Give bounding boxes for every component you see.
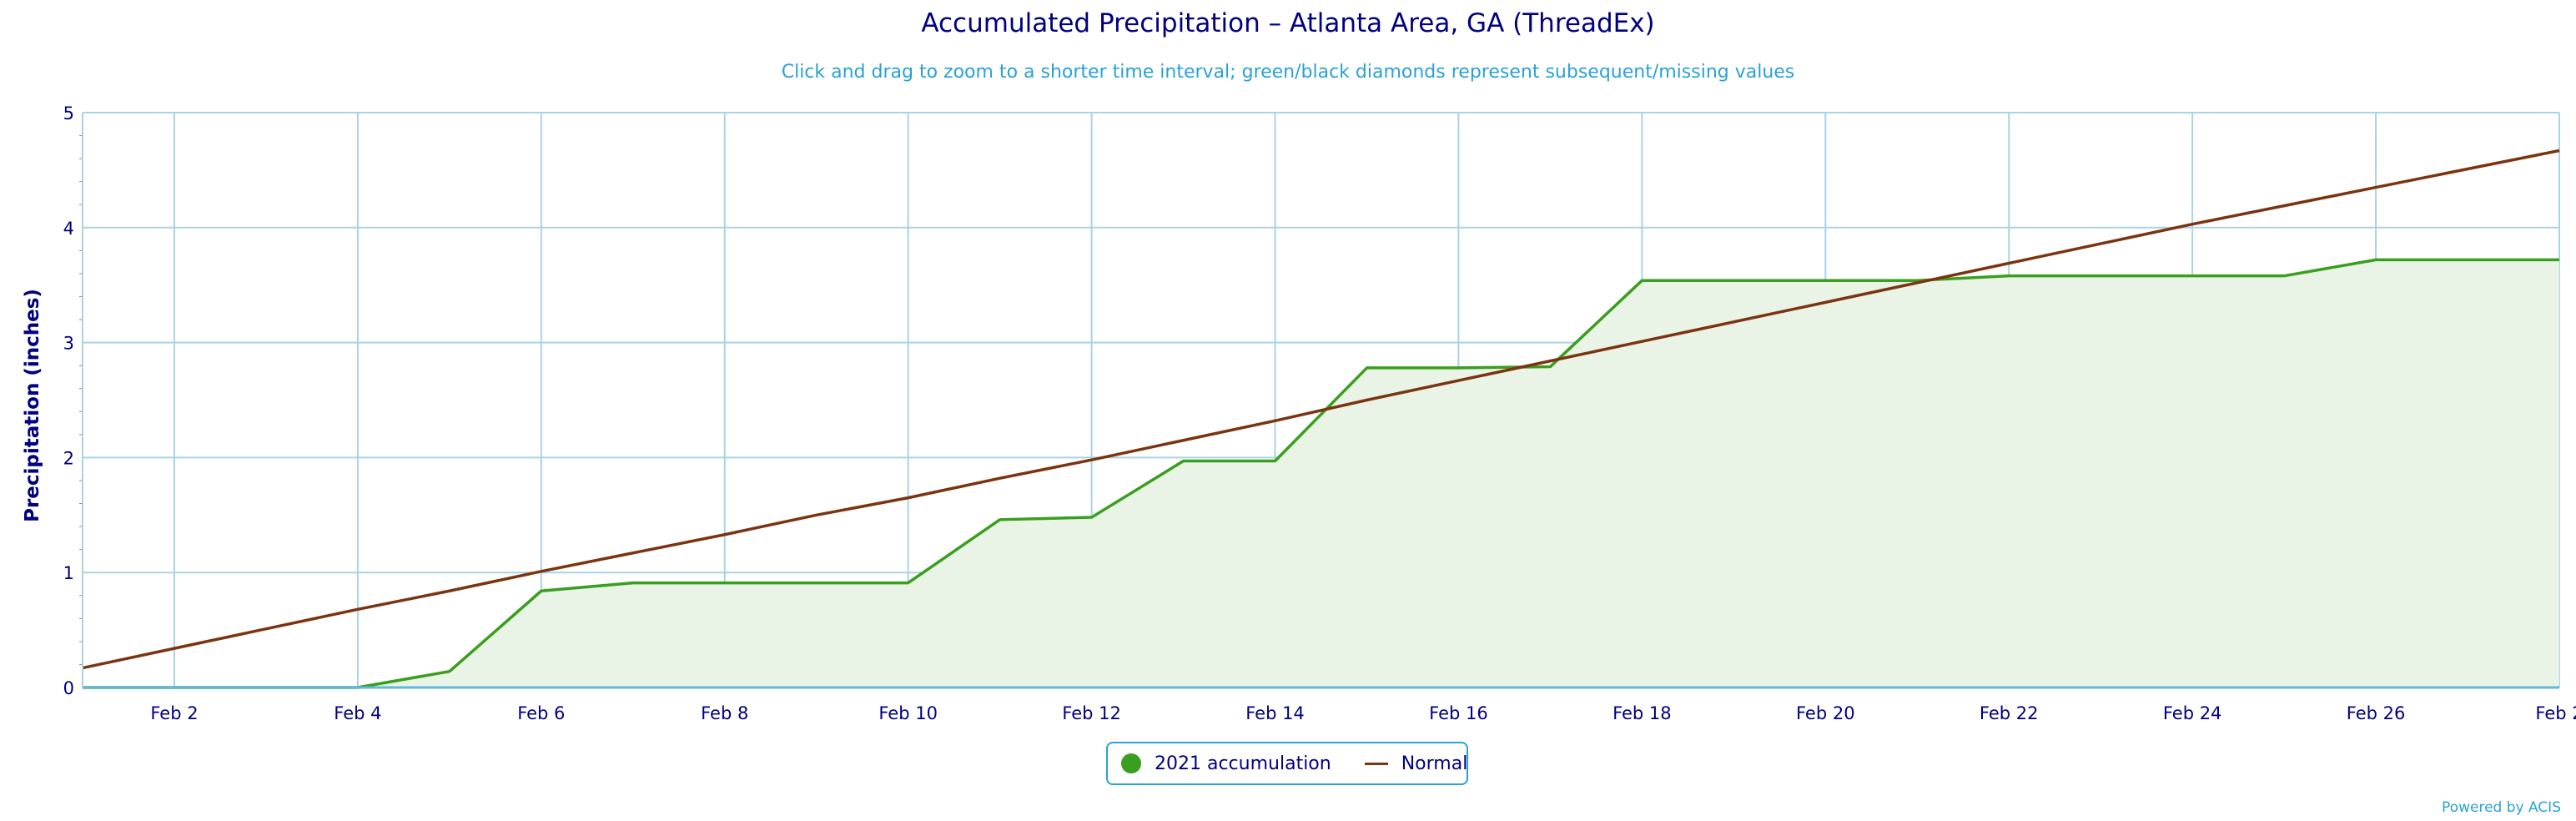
normal-point — [1547, 359, 1552, 364]
x-tick-label: Feb 26 — [2347, 703, 2406, 723]
x-tick-label: Feb 18 — [1613, 703, 1672, 723]
line-layer — [82, 148, 2562, 689]
circle-marker-icon — [1121, 753, 1141, 773]
legend-item-accumulation[interactable]: 2021 accumulation — [1121, 753, 1331, 774]
y-axis-title: Precipitation (inches) — [22, 289, 43, 522]
accumulation-point — [906, 581, 911, 586]
accumulation-point — [1639, 278, 1644, 283]
normal-point — [2006, 261, 2011, 266]
y-tick-label: 2 — [63, 448, 74, 468]
accumulation-point — [1364, 365, 1369, 370]
y-tick-label: 4 — [63, 219, 74, 239]
normal-point — [2557, 148, 2562, 153]
y-tick-label: 3 — [63, 334, 74, 354]
normal-point — [998, 476, 1003, 481]
accumulation-point — [998, 517, 1003, 522]
normal-point — [1181, 438, 1186, 443]
normal-point — [1273, 418, 1278, 423]
accumulation-point — [2098, 274, 2103, 279]
normal-point — [722, 532, 727, 537]
x-tick-label: Feb 8 — [701, 703, 748, 723]
x-tick-label: Feb 22 — [1980, 703, 2039, 723]
accumulation-point — [1181, 459, 1186, 464]
accumulation-point — [631, 581, 636, 586]
axis-layer: 0 1 2 3 4 5 Feb 2 Feb 4 Feb 6 Feb 8 Feb 10 Feb 12 Fe… — [63, 103, 2576, 723]
legend-label-accumulation: 2021 accumulation — [1155, 753, 1331, 774]
chart-title: Accumulated Precipitation – Atlanta Area… — [921, 8, 1655, 38]
normal-point — [1731, 320, 1736, 325]
y-tick-label: 0 — [63, 678, 74, 698]
accumulation-point — [2557, 257, 2562, 262]
normal-point — [2190, 222, 2195, 227]
accumulation-line — [83, 258, 2559, 689]
powered-by-credit[interactable]: Powered by ACIS — [2442, 799, 2561, 816]
accumulation-point — [814, 581, 819, 586]
normal-point — [1914, 280, 1919, 285]
x-tick-label: Feb 2 — [2535, 703, 2576, 723]
normal-point — [355, 607, 360, 612]
accumulation-point — [447, 669, 452, 674]
normal-point — [1639, 339, 1644, 344]
accumulation-point — [1089, 515, 1094, 520]
normal-point — [906, 496, 911, 501]
normal-point — [2373, 185, 2378, 190]
legend-item-normal[interactable]: Normal — [1331, 753, 1468, 774]
normal-point — [172, 646, 177, 651]
y-tick-label: 1 — [63, 563, 74, 583]
accumulation-point — [2465, 257, 2470, 262]
y-tick-label: 5 — [63, 103, 74, 123]
normal-point — [447, 588, 452, 593]
accumulation-area-fill — [83, 259, 2559, 688]
normal-point — [539, 569, 544, 574]
legend: 2021 accumulation Normal — [1106, 742, 1468, 785]
accumulation-point — [539, 588, 544, 593]
normal-point — [631, 551, 636, 556]
area-layer — [83, 259, 2559, 688]
normal-point — [814, 512, 819, 517]
accumulation-point — [2282, 274, 2287, 279]
normal-point — [1823, 300, 1828, 305]
normal-point — [1364, 398, 1369, 403]
accumulation-point — [1273, 459, 1278, 464]
x-tick-label: Feb 20 — [1796, 703, 1855, 723]
chart-subtitle: Click and drag to zoom to a shorter time… — [781, 62, 1795, 83]
line-marker-icon — [1364, 762, 1388, 765]
x-tick-label: Feb 6 — [517, 703, 565, 723]
accumulation-point — [2373, 257, 2378, 262]
accumulation-point — [722, 581, 727, 586]
x-tick-label: Feb 2 — [150, 703, 198, 723]
x-tick-label: Feb 24 — [2163, 703, 2222, 723]
normal-point — [2465, 167, 2470, 172]
accumulation-point — [1731, 278, 1736, 283]
x-tick-label: Feb 16 — [1429, 703, 1488, 723]
normal-point — [1089, 457, 1094, 462]
accumulation-point — [1823, 278, 1828, 283]
normal-point — [1456, 378, 1461, 383]
accumulation-point — [1547, 365, 1552, 370]
normal-point — [2282, 204, 2287, 209]
normal-point — [264, 627, 269, 632]
normal-line — [82, 149, 2560, 670]
normal-point — [2098, 241, 2103, 246]
x-tick-label: Feb 10 — [878, 703, 938, 723]
legend-label-normal: Normal — [1401, 753, 1468, 774]
accumulation-point — [1456, 365, 1461, 370]
accumulation-point — [2006, 274, 2011, 279]
x-tick-label: Feb 12 — [1062, 703, 1121, 723]
x-tick-label: Feb 14 — [1245, 703, 1305, 723]
accumulation-point — [2190, 274, 2195, 279]
x-tick-label: Feb 4 — [334, 703, 381, 723]
